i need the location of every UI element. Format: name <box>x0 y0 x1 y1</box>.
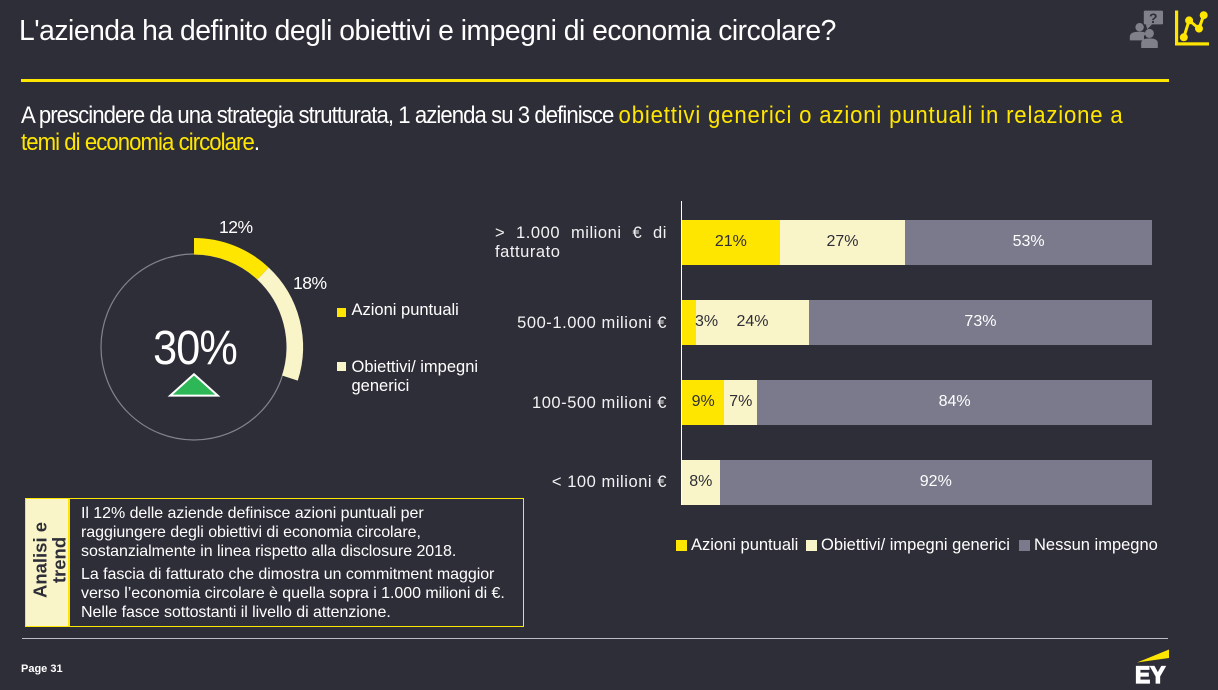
svg-text:?: ? <box>1149 10 1158 26</box>
